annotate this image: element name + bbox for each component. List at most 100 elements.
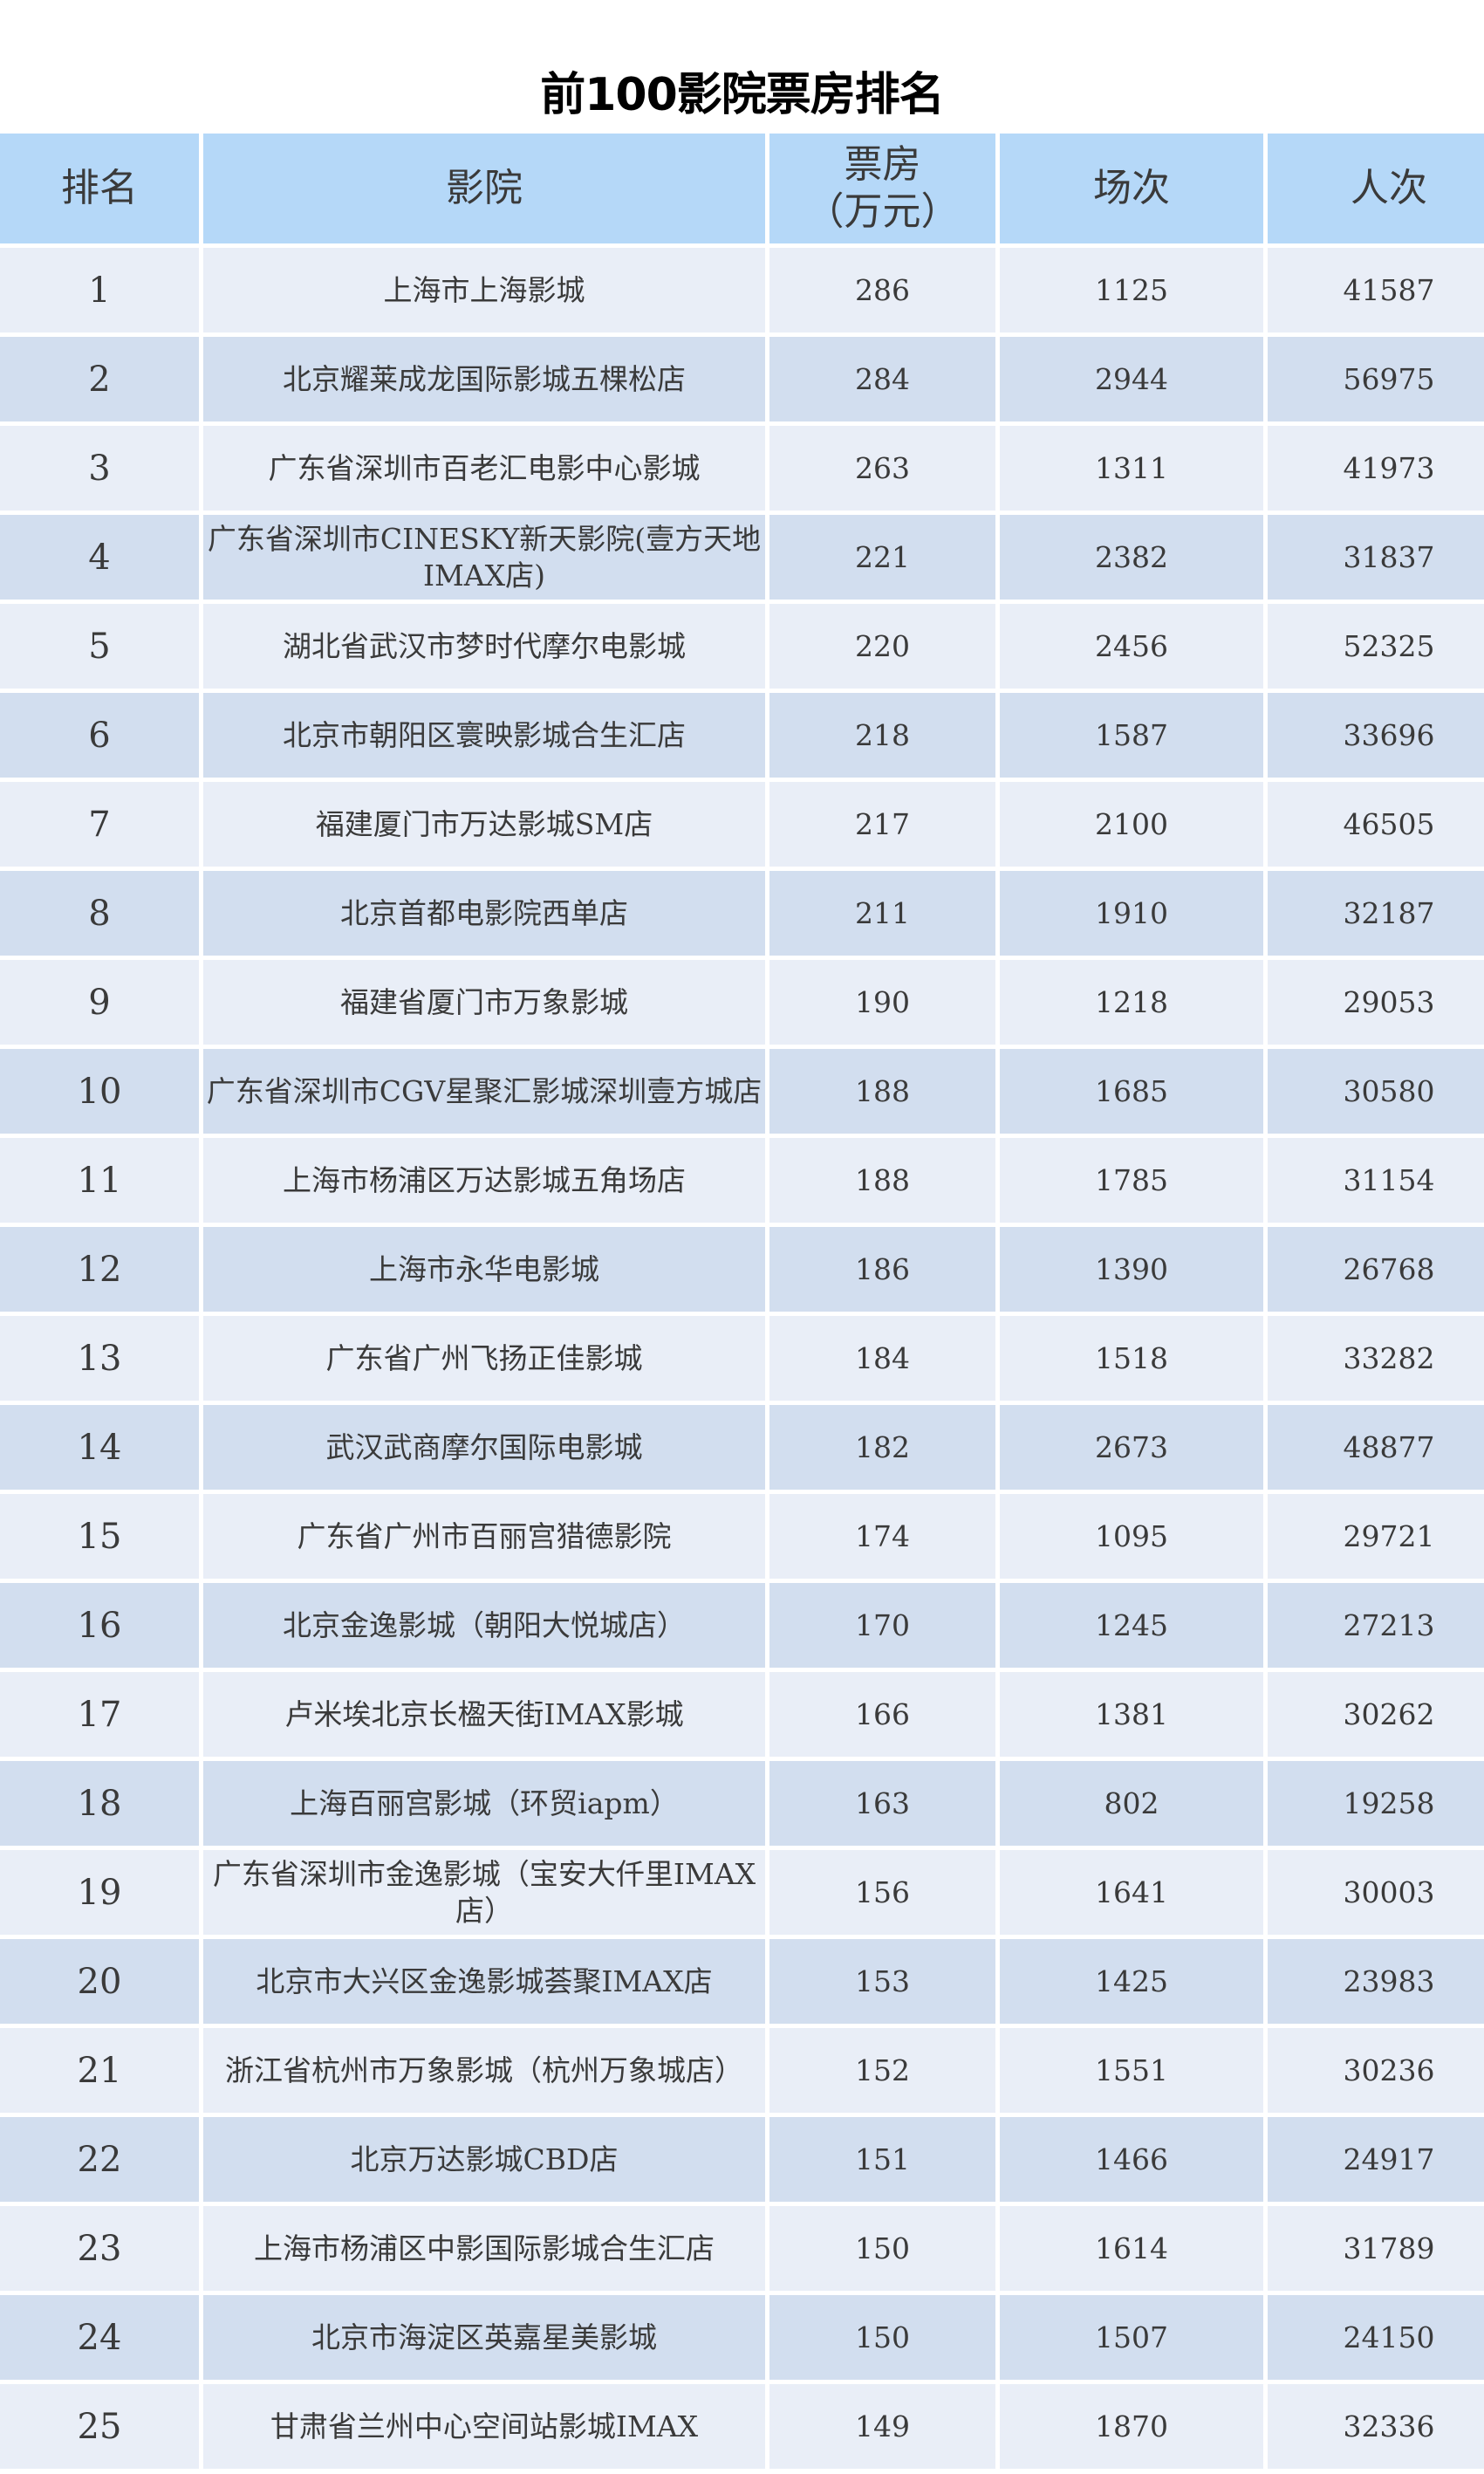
rank-cell: 19 xyxy=(0,1850,199,1935)
rank-cell: 14 xyxy=(0,1405,199,1490)
box-office-cell: 221 xyxy=(769,515,995,600)
admissions-cell: 24150 xyxy=(1268,2295,1484,2380)
rank-cell: 5 xyxy=(0,604,199,689)
cinema-cell: 甘肃省兰州中心空间站影城IMAX xyxy=(203,2384,765,2469)
rank-cell: 21 xyxy=(0,2028,199,2113)
shows-cell: 1587 xyxy=(1000,693,1263,778)
rank-cell: 1 xyxy=(0,248,199,332)
box-office-cell: 152 xyxy=(769,2028,995,2113)
table-row: 9 福建省厦门市万象影城 190 1218 29053 xyxy=(0,960,1484,1045)
shows-cell: 1910 xyxy=(1000,871,1263,956)
box-office-cell: 170 xyxy=(769,1583,995,1668)
header-cinema: 影院 xyxy=(203,134,765,243)
shows-cell: 1095 xyxy=(1000,1494,1263,1579)
admissions-cell: 24917 xyxy=(1268,2117,1484,2202)
rank-cell: 18 xyxy=(0,1761,199,1846)
rank-cell: 2 xyxy=(0,337,199,421)
shows-cell: 2456 xyxy=(1000,604,1263,689)
cinema-cell: 北京首都电影院西单店 xyxy=(203,871,765,956)
box-office-cell: 153 xyxy=(769,1939,995,2024)
admissions-cell: 29053 xyxy=(1268,960,1484,1045)
rank-cell: 11 xyxy=(0,1138,199,1223)
header-admissions: 人次 xyxy=(1268,134,1484,243)
cinema-cell: 北京耀莱成龙国际影城五棵松店 xyxy=(203,337,765,421)
table-row: 17 卢米埃北京长楹天街IMAX影城 166 1381 30262 xyxy=(0,1672,1484,1757)
admissions-cell: 23983 xyxy=(1268,1939,1484,2024)
table-row: 10 广东省深圳市CGV星聚汇影城深圳壹方城店 188 1685 30580 xyxy=(0,1049,1484,1134)
cinema-cell: 广东省广州飞扬正佳影城 xyxy=(203,1316,765,1401)
header-box-office-label: 票房 xyxy=(844,142,921,187)
admissions-cell: 56975 xyxy=(1268,337,1484,421)
table-row: 12 上海市永华电影城 186 1390 26768 xyxy=(0,1227,1484,1312)
table-row: 18 上海百丽宫影城（环贸iapm） 163 802 19258 xyxy=(0,1761,1484,1846)
cinema-cell: 广东省深圳市金逸影城（宝安大仟里IMAX店） xyxy=(203,1850,765,1935)
table-row: 16 北京金逸影城（朝阳大悦城店） 170 1245 27213 xyxy=(0,1583,1484,1668)
shows-cell: 1218 xyxy=(1000,960,1263,1045)
cinema-cell: 卢米埃北京长楹天街IMAX影城 xyxy=(203,1672,765,1757)
table-row: 8 北京首都电影院西单店 211 1910 32187 xyxy=(0,871,1484,956)
cinema-cell: 北京市朝阳区寰映影城合生汇店 xyxy=(203,693,765,778)
box-office-cell: 188 xyxy=(769,1138,995,1223)
rank-cell: 23 xyxy=(0,2206,199,2291)
shows-cell: 1381 xyxy=(1000,1672,1263,1757)
admissions-cell: 31789 xyxy=(1268,2206,1484,2291)
admissions-cell: 30580 xyxy=(1268,1049,1484,1134)
admissions-cell: 41587 xyxy=(1268,248,1484,332)
rank-cell: 4 xyxy=(0,515,199,600)
cinema-cell: 湖北省武汉市梦时代摩尔电影城 xyxy=(203,604,765,689)
shows-cell: 2944 xyxy=(1000,337,1263,421)
cinema-cell: 广东省深圳市CINESKY新天影院(壹方天地IMAX店) xyxy=(203,515,765,600)
cinema-cell: 上海市上海影城 xyxy=(203,248,765,332)
box-office-cell: 184 xyxy=(769,1316,995,1401)
cinema-cell: 上海市杨浦区中影国际影城合生汇店 xyxy=(203,2206,765,2291)
shows-cell: 2100 xyxy=(1000,782,1263,867)
table-row: 19 广东省深圳市金逸影城（宝安大仟里IMAX店） 156 1641 30003 xyxy=(0,1850,1484,1935)
admissions-cell: 48877 xyxy=(1268,1405,1484,1490)
shows-cell: 1641 xyxy=(1000,1850,1263,1935)
box-office-cell: 166 xyxy=(769,1672,995,1757)
rank-cell: 7 xyxy=(0,782,199,867)
box-office-cell: 211 xyxy=(769,871,995,956)
admissions-cell: 32187 xyxy=(1268,871,1484,956)
rank-cell: 16 xyxy=(0,1583,199,1668)
rank-cell: 9 xyxy=(0,960,199,1045)
admissions-cell: 30003 xyxy=(1268,1850,1484,1935)
box-office-cell: 218 xyxy=(769,693,995,778)
cinema-cell: 福建省厦门市万象影城 xyxy=(203,960,765,1045)
admissions-cell: 31837 xyxy=(1268,515,1484,600)
table-row: 4 广东省深圳市CINESKY新天影院(壹方天地IMAX店) 221 2382 3183… xyxy=(0,515,1484,600)
box-office-cell: 217 xyxy=(769,782,995,867)
table-row: 1 上海市上海影城 286 1125 41587 xyxy=(0,248,1484,332)
shows-cell: 1425 xyxy=(1000,1939,1263,2024)
box-office-cell: 286 xyxy=(769,248,995,332)
box-office-cell: 186 xyxy=(769,1227,995,1312)
table-row: 6 北京市朝阳区寰映影城合生汇店 218 1587 33696 xyxy=(0,693,1484,778)
admissions-cell: 52325 xyxy=(1268,604,1484,689)
shows-cell: 802 xyxy=(1000,1761,1263,1846)
shows-cell: 1785 xyxy=(1000,1138,1263,1223)
admissions-cell: 32336 xyxy=(1268,2384,1484,2469)
box-office-cell: 263 xyxy=(769,426,995,511)
admissions-cell: 30262 xyxy=(1268,1672,1484,1757)
table-row: 3 广东省深圳市百老汇电影中心影城 263 1311 41973 xyxy=(0,426,1484,511)
rank-cell: 24 xyxy=(0,2295,199,2380)
box-office-cell: 149 xyxy=(769,2384,995,2469)
shows-cell: 1870 xyxy=(1000,2384,1263,2469)
shows-cell: 2382 xyxy=(1000,515,1263,600)
table-row: 23 上海市杨浦区中影国际影城合生汇店 150 1614 31789 xyxy=(0,2206,1484,2291)
shows-cell: 2673 xyxy=(1000,1405,1263,1490)
box-office-cell: 150 xyxy=(769,2206,995,2291)
table-row: 11 上海市杨浦区万达影城五角场店 188 1785 31154 xyxy=(0,1138,1484,1223)
table-row: 7 福建厦门市万达影城SM店 217 2100 46505 xyxy=(0,782,1484,867)
table-row: 13 广东省广州飞扬正佳影城 184 1518 33282 xyxy=(0,1316,1484,1401)
shows-cell: 1311 xyxy=(1000,426,1263,511)
rank-cell: 25 xyxy=(0,2384,199,2469)
admissions-cell: 41973 xyxy=(1268,426,1484,511)
box-office-cell: 174 xyxy=(769,1494,995,1579)
rank-cell: 12 xyxy=(0,1227,199,1312)
table-row: 20 北京市大兴区金逸影城荟聚IMAX店 153 1425 23983 xyxy=(0,1939,1484,2024)
box-office-cell: 156 xyxy=(769,1850,995,1935)
rank-cell: 22 xyxy=(0,2117,199,2202)
cinema-cell: 北京金逸影城（朝阳大悦城店） xyxy=(203,1583,765,1668)
cinema-cell: 上海百丽宫影城（环贸iapm） xyxy=(203,1761,765,1846)
